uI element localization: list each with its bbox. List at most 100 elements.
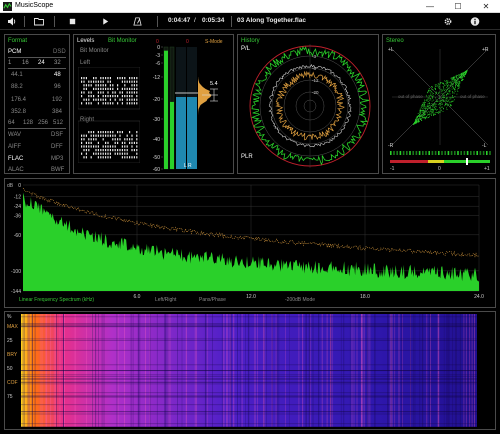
minimize-button[interactable]: —: [426, 2, 434, 11]
pl-label: P/L: [241, 46, 251, 52]
spectrogram-y-tick: 25: [7, 338, 13, 344]
fmt-bwf: BWF: [51, 167, 65, 173]
levels-mode[interactable]: Bit Monitor: [108, 38, 137, 44]
fmt-flac: FLAC: [8, 156, 24, 162]
rate-48: 48: [54, 72, 61, 78]
db-axis-label: dB: [7, 183, 14, 189]
meter-tick-label: -40: [153, 137, 160, 143]
dsd-256: 256: [38, 120, 49, 126]
bits-24: 24: [38, 60, 45, 66]
level-meter: 0 0 S-Mode 0 -3 -6 -12 -20 -30 -40 -50 -60 L R 5…: [153, 39, 223, 173]
meter-tick-label: -30: [153, 117, 160, 123]
meter-tick-label: -20: [153, 97, 160, 103]
top-mark-right: 0: [186, 39, 189, 45]
corr-plus-label: +1: [484, 166, 490, 171]
fmt-dff: DFF: [51, 144, 63, 150]
app-logo-icon: [3, 2, 12, 11]
meter-tick-label: -12: [153, 75, 160, 81]
time-divider: /: [194, 17, 196, 24]
spectrum-y-tick: -144: [11, 289, 21, 295]
spectrum-panel: dB 0 -12 -24 -36 -60 -100 -144 6.0 12.0 18.0 24.0 L…: [4, 178, 496, 308]
out-of-phase-left: out of phase: [398, 94, 423, 99]
rate-44-1: 44.1: [11, 72, 23, 78]
total-time: 0:05:34: [202, 17, 225, 24]
radar-tick-label: -6: [312, 66, 316, 71]
meter-tick-label: 0: [157, 45, 160, 51]
spectrum-y-tick: -100: [11, 269, 21, 275]
fmt-aiff: AIFF: [8, 144, 21, 150]
meter-tick-label: -60: [153, 167, 160, 173]
pcm-label: PCM: [8, 49, 22, 55]
peak-value: 5.4: [210, 81, 218, 87]
radar-tick-label: -12: [312, 78, 319, 83]
dsd-512: 512: [53, 120, 64, 126]
spectrum-x-tick: 12.0: [246, 294, 256, 300]
rate-96: 96: [54, 84, 61, 90]
info-icon[interactable]: [470, 16, 480, 27]
levels-title: Levels: [77, 38, 95, 44]
dsd-label: DSD: [53, 49, 66, 55]
s-mode-label: S-Mode: [205, 39, 223, 45]
meter-tick-label: -3: [156, 53, 161, 59]
stereo-goniometer: +L +R -R -L out of phase out of phase -1…: [388, 47, 491, 171]
elapsed-time: 0:04:47: [168, 17, 191, 24]
spectrogram-y-tick: 50: [7, 366, 13, 372]
plr-label: PLR: [241, 154, 253, 160]
play-icon[interactable]: [101, 16, 110, 27]
spectrum-fill: [23, 192, 479, 291]
spectrogram-y-tick: COF: [7, 380, 18, 386]
meter-tick-label: -6: [156, 61, 161, 67]
spectrum-x-tick: 24.0: [474, 294, 484, 300]
spectrogram-panel: % MAX 25 BRY 50 COF 75: [4, 311, 496, 430]
format-title: Format: [8, 38, 28, 44]
fmt-wav: WAV: [8, 132, 21, 138]
radar-tick-label: -20: [312, 90, 319, 95]
history-panel: History P/L PLR -3 -6 -12 -20: [237, 34, 379, 174]
spectrum-y-tick: -12: [14, 195, 21, 201]
corr-minus-label: -1: [390, 166, 395, 171]
stop-icon[interactable]: [68, 16, 77, 27]
corr-zero-label: 0: [438, 166, 441, 171]
plus-l-label: +L: [388, 47, 394, 53]
rate-352-8: 352.8: [11, 109, 27, 115]
rate-192: 192: [52, 97, 63, 103]
option-left-right[interactable]: Left/Right: [155, 297, 177, 303]
spectrum-peak-line: [22, 188, 480, 258]
settings-gear-icon[interactable]: [443, 16, 453, 27]
loudness-bar-left: [176, 97, 186, 169]
close-button[interactable]: ✕: [482, 2, 490, 11]
spectrum-y-tick: -60: [14, 233, 21, 239]
levels-panel: Levels Bit Monitor Bit Monitor Left Righ…: [73, 34, 234, 174]
format-panel: Format PCM DSD 1 16 24 32 44.1 48 88.2 9…: [4, 34, 70, 174]
meter-tick-label: -50: [153, 155, 160, 161]
stereo-title: Stereo: [386, 38, 404, 44]
option-200db-mode[interactable]: -200dB Mode: [285, 297, 315, 303]
stereo-panel: Stereo +L +R -R -L out of phase out of p…: [382, 34, 496, 174]
spectrum-y-tick: -36: [14, 214, 21, 220]
rate-176-4: 176.4: [11, 97, 27, 103]
level-bar-left: [164, 50, 168, 169]
spectrum-y-tick: 0: [18, 183, 21, 189]
level-bar-right: [170, 101, 174, 169]
speaker-icon[interactable]: [7, 16, 17, 27]
bit-monitor-display: [78, 67, 140, 163]
lr-label: L R: [184, 163, 192, 169]
toolbar: 0:04:47 / 0:05:34 03 Along Together.flac: [0, 13, 500, 30]
spectrum-x-tick: 6.0: [134, 294, 141, 300]
fmt-mp3: MP3: [51, 156, 64, 162]
bit-monitor-label: Bit Monitor: [80, 48, 109, 54]
top-mark-left: 0: [156, 39, 159, 45]
track-name: 03 Along Together.flac: [237, 17, 306, 24]
metronome-icon[interactable]: [133, 16, 142, 27]
folder-icon[interactable]: [34, 16, 44, 27]
option-pans-phase[interactable]: Pans/Phase: [199, 297, 226, 303]
spectrogram-y-tick: BRY: [7, 352, 18, 358]
dsd-64: 64: [8, 120, 15, 126]
maximize-button[interactable]: ☐: [454, 2, 462, 11]
minus-r-label: -R: [388, 143, 394, 149]
correlation-marker: [466, 158, 468, 165]
spectrum-plot: dB 0 -12 -24 -36 -60 -100 -144 6.0 12.0 18.0 24.0 L…: [7, 183, 484, 303]
title-bar: MusicScope — ☐ ✕: [0, 0, 500, 13]
rate-88-2: 88.2: [11, 84, 23, 90]
fmt-dsf: DSF: [51, 132, 63, 138]
